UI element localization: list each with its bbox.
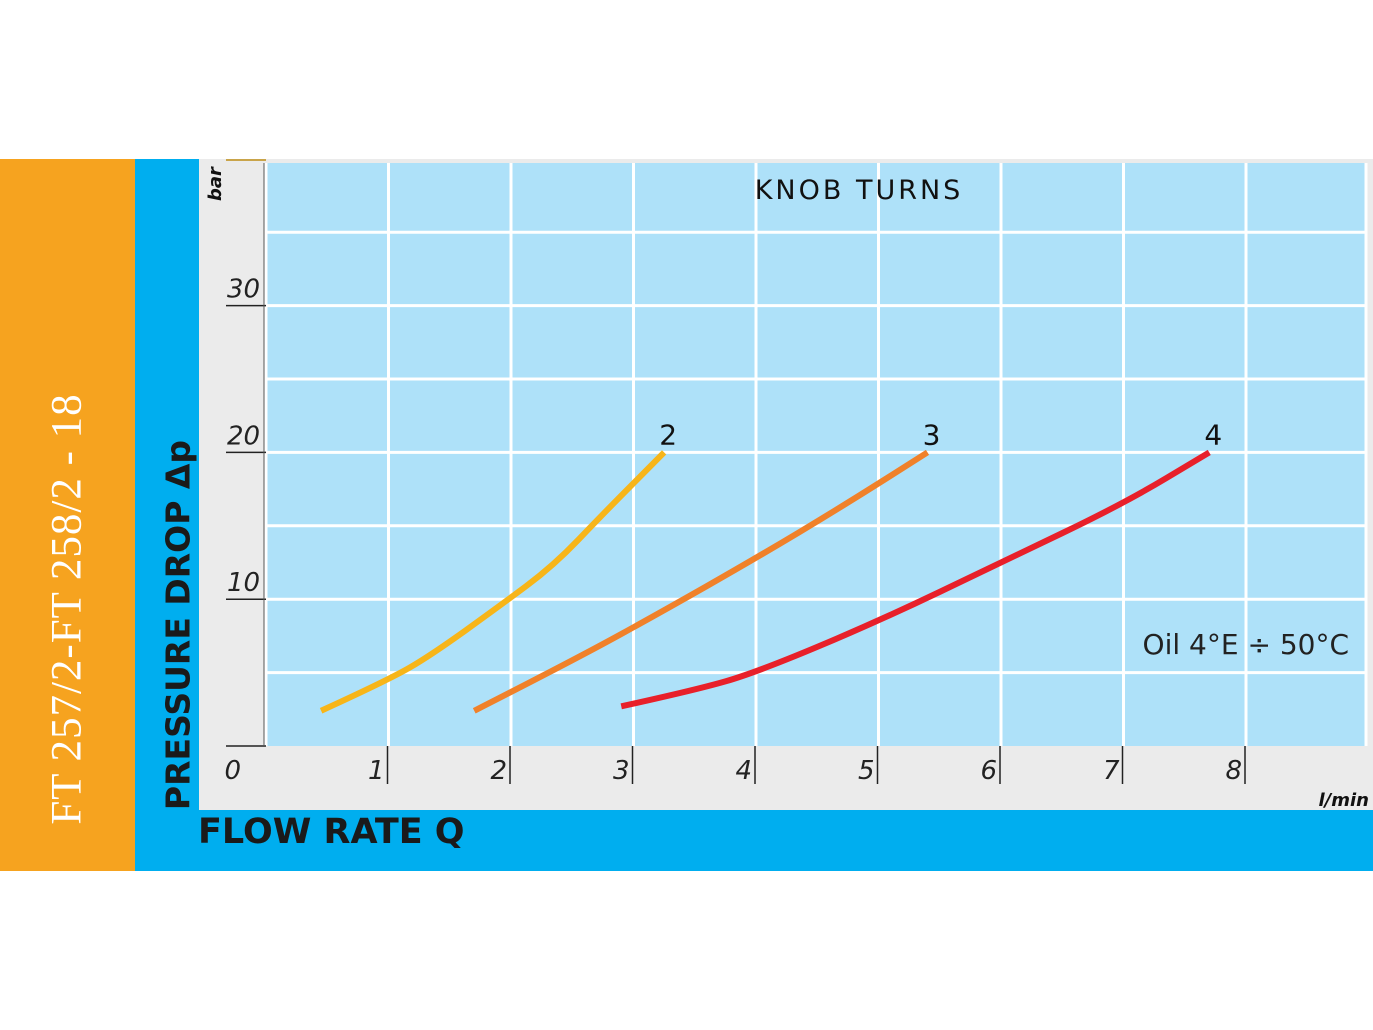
x-tick-label: 1 [368,756,385,786]
series-label-1: 2 [659,418,677,451]
chart-title: KNOB TURNS [755,175,964,206]
x-tick-label: 0 [224,756,241,786]
x-tick-label: 2 [490,756,507,786]
side-band: FT 257/2-FT 258/2 - 18 [0,159,135,871]
chart-plot: 10 20 30 0 1 2 3 4 5 6 7 8 l/min bar KNOB TURNS Oil 4°E… [205,159,1369,810]
series-line-2 [472,449,930,714]
x-unit-label: l/min [1319,790,1369,810]
y-tick-label: 30 [227,275,260,305]
chart-annotation: Oil 4°E ÷ 50°C [1143,628,1349,661]
x-tick-label: 4 [735,756,752,786]
series-line-3 [620,449,1211,710]
y-axis-label: PRESSURE DROP Δp [158,439,198,811]
x-tick-label: 6 [980,756,997,786]
series-label-2: 3 [923,418,941,451]
y-tick-label: 20 [227,421,260,451]
side-title: FT 257/2-FT 258/2 - 18 [43,393,91,825]
x-tick-label: 3 [613,756,630,786]
y-tick-label: 10 [227,568,260,598]
x-axis-label: FLOW RATE Q [198,812,465,852]
x-tick-label: 5 [858,756,875,786]
x-tick-label: 7 [1103,756,1120,786]
x-tick-label: 8 [1225,756,1242,786]
series-label-3: 4 [1204,418,1222,451]
y-unit-label: bar [205,166,226,201]
series-line-1 [319,450,667,714]
